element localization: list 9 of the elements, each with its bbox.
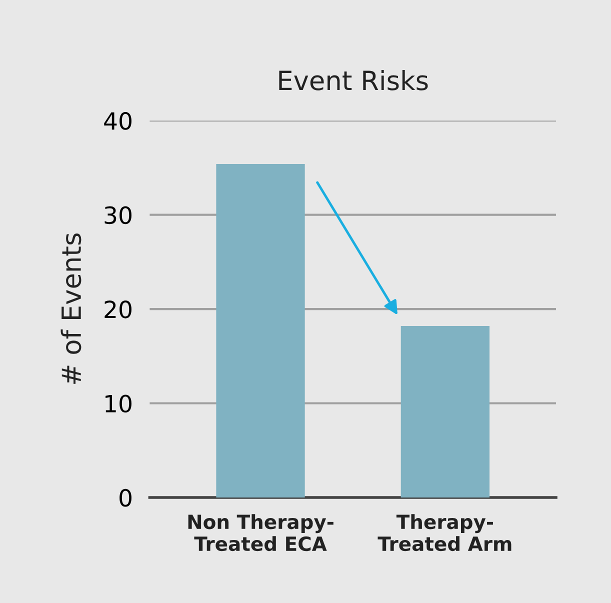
x-tick-label: Non Therapy- Treated ECA [188, 514, 334, 552]
y-axis-title: # of Events [60, 233, 82, 384]
y-tick-label: 10 [106, 394, 132, 413]
y-tick-label: 20 [104, 300, 132, 318]
y-tick-label: 0 [120, 488, 132, 507]
x-tick-label: Therapy- Treated Arm [378, 514, 512, 552]
y-tick-label: 30 [104, 206, 132, 224]
y-tick-label: 40 [104, 112, 132, 130]
chart-title: Event Risks [279, 70, 428, 90]
